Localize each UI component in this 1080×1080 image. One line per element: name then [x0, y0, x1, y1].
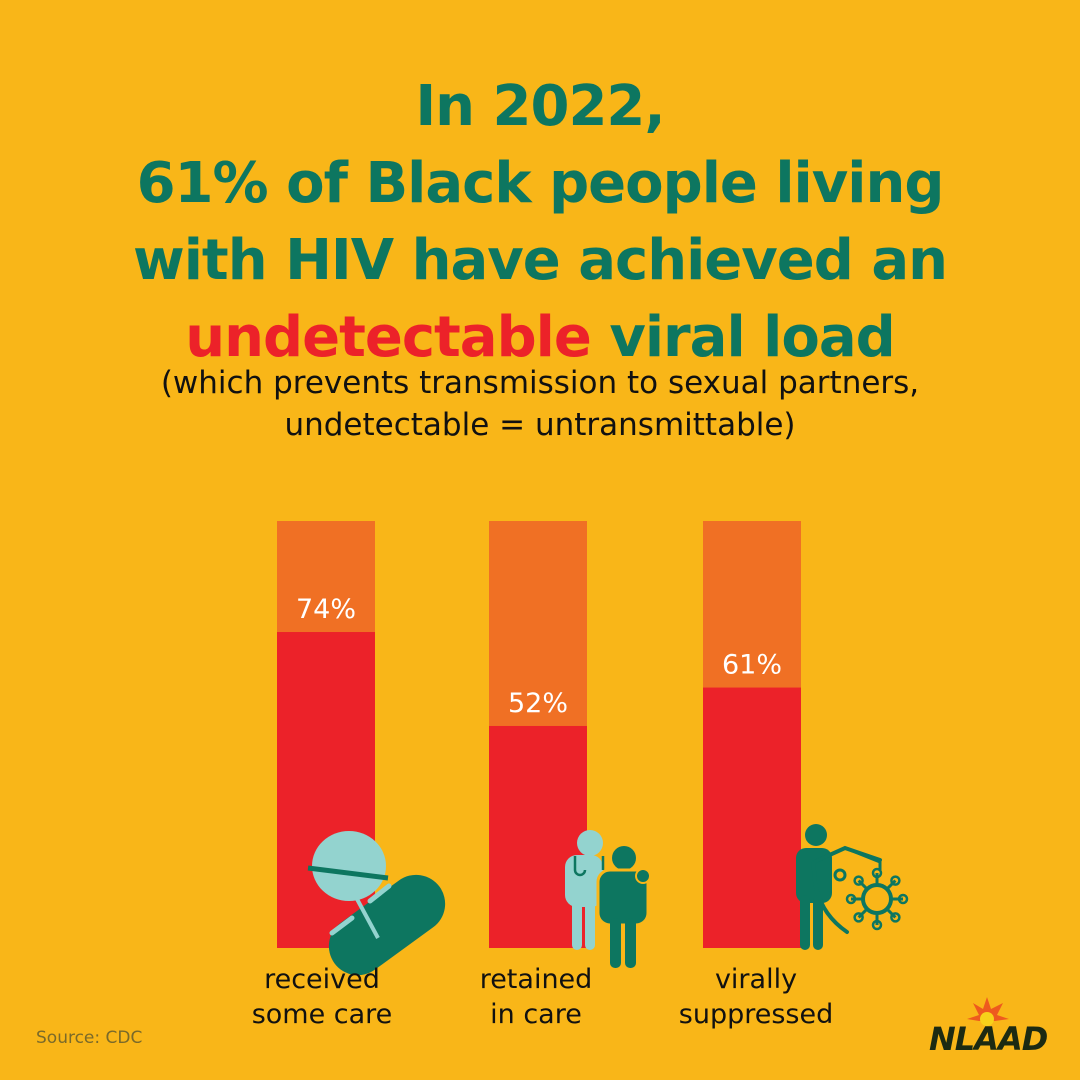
- label-line: received: [264, 964, 380, 995]
- category-label: virally suppressed: [656, 962, 856, 1032]
- label-line: in care: [490, 999, 582, 1030]
- page-title: In 2022, 61% of Black people living with…: [0, 68, 1080, 376]
- category-label: received some care: [222, 962, 422, 1032]
- label-line: virally: [714, 964, 798, 995]
- svg-text:NLAAD: NLAAD: [929, 1020, 1048, 1055]
- subtitle: (which prevents transmission to sexual p…: [0, 362, 1080, 446]
- title-line: 61% of Black people living: [136, 151, 945, 216]
- sun-icon: [967, 997, 1009, 1021]
- title-line: undetectable viral load: [0, 299, 1080, 376]
- title-line: with HIV have achieved an: [133, 228, 948, 293]
- bar-value: [703, 687, 801, 948]
- data-label: 61%: [722, 650, 782, 681]
- bar-remainder: [277, 521, 375, 633]
- label-line: suppressed: [678, 999, 834, 1030]
- person-shield-virus-icon: [796, 824, 909, 950]
- doctor-patient-icon: [565, 830, 651, 968]
- bar-remainder: [489, 521, 587, 726]
- bar-remainder: [703, 521, 801, 688]
- pills-icon: [307, 831, 446, 976]
- data-label: 52%: [508, 688, 568, 719]
- label-line: some care: [251, 999, 393, 1030]
- data-label: 74%: [296, 594, 356, 625]
- category-label: retained in care: [436, 962, 636, 1032]
- title-highlight: undetectable: [185, 305, 592, 370]
- title-line: In 2022,: [415, 74, 665, 139]
- subtitle-line: (which prevents transmission to sexual p…: [160, 365, 920, 401]
- bar-value: [489, 725, 587, 948]
- subtitle-line: undetectable = untransmittable): [284, 407, 796, 443]
- nlaad-logo: NLAAD: [929, 997, 1049, 1055]
- source-note: Source: CDC: [36, 1028, 143, 1048]
- title-rest: viral load: [590, 305, 895, 370]
- bar-value: [277, 632, 375, 948]
- label-line: retained: [479, 964, 593, 995]
